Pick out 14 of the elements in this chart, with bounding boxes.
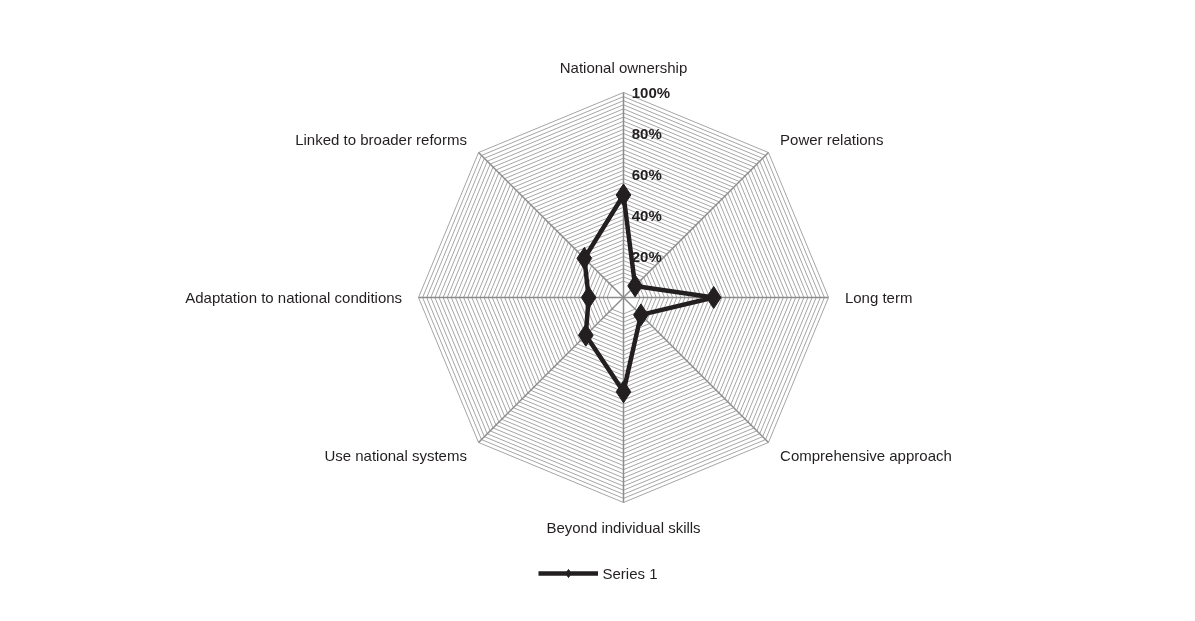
- y-tick-label: 40%: [631, 207, 662, 224]
- spoke-label: Comprehensive approach: [780, 447, 952, 465]
- spoke-label: Power relations: [780, 130, 884, 148]
- spoke-label: Linked to broader reforms: [295, 130, 467, 148]
- spoke-label: Beyond individual skills: [546, 518, 701, 536]
- spoke-label: Adaptation to national conditions: [185, 289, 403, 306]
- spoke-label: Use national systems: [324, 447, 467, 465]
- spoke-label: Long term: [844, 289, 913, 306]
- y-tick-label: 80%: [631, 125, 662, 142]
- legend-label: Series 1: [602, 564, 658, 582]
- y-tick-label: 60%: [631, 166, 662, 183]
- spoke-label: National ownership: [559, 59, 688, 77]
- y-tick-label: 20%: [631, 248, 662, 265]
- y-tick-label: 100%: [631, 84, 671, 101]
